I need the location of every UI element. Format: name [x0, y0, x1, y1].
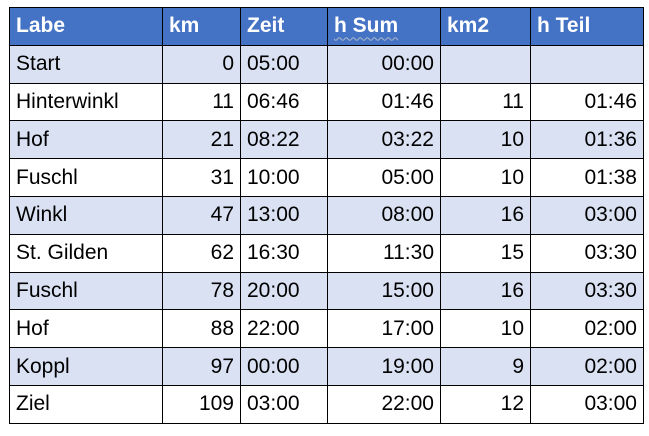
table-cell: 20:00 [240, 271, 328, 311]
table-cell: 15:00 [327, 271, 441, 311]
empty-cell [530, 44, 644, 84]
table-cell: 11 [440, 82, 531, 122]
table-cell: 01:36 [530, 120, 644, 160]
table-cell: 88 [162, 309, 241, 349]
table-cell: 16 [440, 271, 531, 311]
table-cell: 00:00 [240, 347, 328, 386]
table-row: Fuschl 31 10:00 05:00 10 01:38 [9, 158, 644, 197]
table-cell: 10 [440, 309, 531, 349]
table-cell: 11 [162, 82, 241, 122]
table-cell: 03:00 [530, 384, 644, 424]
table-cell: 03:00 [240, 384, 328, 424]
table-cell: 05:00 [327, 158, 441, 197]
empty-cell [440, 44, 531, 84]
column-header: h Teil [530, 7, 644, 46]
table-cell: 16 [440, 195, 531, 235]
table-cell: 01:38 [530, 158, 644, 197]
table-cell: 06:46 [240, 82, 328, 122]
table-cell: 03:00 [530, 195, 644, 235]
table-cell: 9 [440, 347, 531, 386]
column-header: Zeit [240, 7, 328, 46]
table-row: Hof 88 22:00 17:00 10 02:00 [9, 309, 644, 349]
table-cell: Fuschl [9, 158, 163, 197]
table-cell: Hof [9, 309, 163, 349]
column-header: km [162, 7, 241, 46]
table-cell: Ziel [9, 384, 163, 424]
table-cell: 97 [162, 347, 241, 386]
table-row: St. Gilden 62 16:30 11:30 15 03:30 [9, 233, 644, 273]
table-cell: 03:22 [327, 120, 441, 160]
table: Labe km Zeit h Sum km2 h Teil Start 0 05:00 00:0… [9, 7, 644, 424]
table-row: Hinterwinkl 11 06:46 01:46 11 01:46 [9, 82, 644, 122]
table-row: Fuschl 78 20:00 15:00 16 03:30 [9, 271, 644, 311]
table-cell: 10 [440, 158, 531, 197]
table-cell: 78 [162, 271, 241, 311]
table-cell: 0 [162, 44, 241, 84]
spreadsheet: Labe km Zeit h Sum km2 h Teil Start 0 05:00 00:0… [9, 7, 644, 424]
table-cell: 05:00 [240, 44, 328, 84]
table-cell: 00:00 [327, 44, 441, 84]
table-row: Koppl 97 00:00 19:00 9 02:00 [9, 347, 644, 386]
table-cell: 62 [162, 233, 241, 273]
table-row: Winkl 47 13:00 08:00 16 03:00 [9, 195, 644, 235]
table-cell: 22:00 [240, 309, 328, 349]
table-cell: 01:46 [327, 82, 441, 122]
header-row: Labe km Zeit h Sum km2 h Teil [9, 7, 644, 46]
table-cell: 08:22 [240, 120, 328, 160]
table-cell: 13:00 [240, 195, 328, 235]
table-cell: 17:00 [327, 309, 441, 349]
table-cell: 15 [440, 233, 531, 273]
table-cell: 16:30 [240, 233, 328, 273]
table-cell: Hinterwinkl [9, 82, 163, 122]
column-header: h Sum [327, 7, 441, 46]
table-cell: 22:00 [327, 384, 441, 424]
table-cell: 02:00 [530, 309, 644, 349]
table-cell: Start [9, 44, 163, 84]
table-cell: 12 [440, 384, 531, 424]
table-cell: 01:46 [530, 82, 644, 122]
table-cell: Koppl [9, 347, 163, 386]
table-cell: 19:00 [327, 347, 441, 386]
table-cell: 08:00 [327, 195, 441, 235]
table-cell: 02:00 [530, 347, 644, 386]
table-cell: 10 [440, 120, 531, 160]
table-cell: St. Gilden [9, 233, 163, 273]
table-cell: Hof [9, 120, 163, 160]
table-cell: 109 [162, 384, 241, 424]
table-cell: 03:30 [530, 271, 644, 311]
column-header: km2 [440, 7, 531, 46]
table-row: Ziel 109 03:00 22:00 12 03:00 [9, 384, 644, 424]
table-cell: Fuschl [9, 271, 163, 311]
table-cell: 47 [162, 195, 241, 235]
table-cell: 11:30 [327, 233, 441, 273]
table-cell: 03:30 [530, 233, 644, 273]
table-cell: Winkl [9, 195, 163, 235]
table-cell: 31 [162, 158, 241, 197]
table-cell: 21 [162, 120, 241, 160]
table-cell: 10:00 [240, 158, 328, 197]
table-row: Start 0 05:00 00:00 [9, 44, 644, 84]
column-header: Labe [9, 7, 163, 46]
table-row: Hof 21 08:22 03:22 10 01:36 [9, 120, 644, 160]
